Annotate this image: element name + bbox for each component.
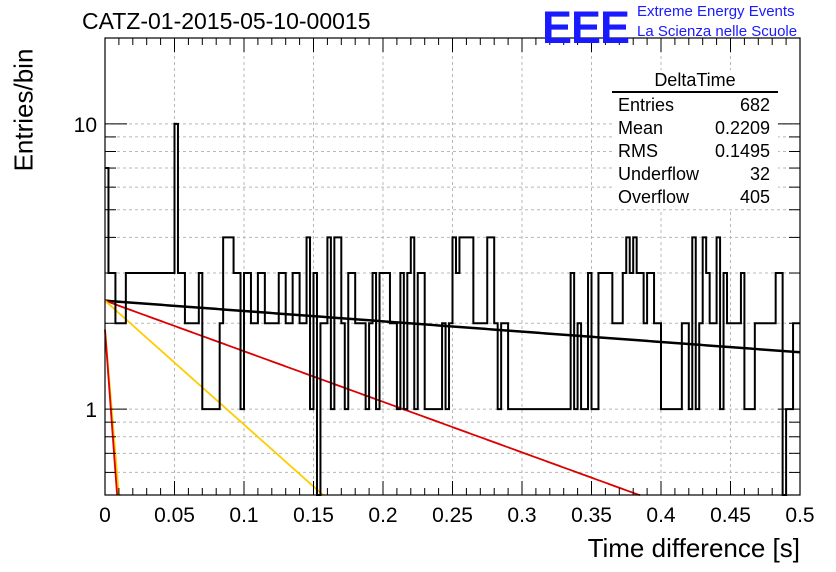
- x-tick-label: 0.2: [368, 504, 397, 527]
- x-tick-label: 0: [99, 504, 111, 527]
- stats-value: 32: [749, 164, 770, 184]
- stats-row-mean: Mean 0.2209: [612, 117, 778, 140]
- x-tick-label: 0.05: [154, 504, 195, 527]
- fit-curve: [104, 299, 801, 354]
- y-tick-label: 10: [74, 114, 97, 137]
- stats-value: 682: [739, 95, 770, 115]
- stats-value: 0.2209: [714, 118, 770, 138]
- stats-label: Overflow: [618, 187, 690, 207]
- logo-line-1: Extreme Energy Events: [637, 3, 795, 20]
- stats-label: Mean: [618, 118, 664, 138]
- x-tick-label: 0.3: [507, 504, 536, 527]
- eee-logo: EEE: [542, 2, 630, 53]
- y-tick-label: 1: [85, 399, 97, 422]
- fit-curve: [104, 299, 641, 496]
- stats-value: 405: [739, 187, 770, 207]
- x-tick-label: 0.25: [432, 504, 473, 527]
- stats-label: Underflow: [618, 164, 700, 184]
- logo-line-2: La Scienza nelle Scuole: [637, 23, 798, 40]
- x-axis-label: Time difference [s]: [587, 533, 800, 563]
- stats-value: 0.1495: [714, 141, 770, 161]
- fit-curve: [104, 329, 119, 496]
- chart-title: CATZ-01-2015-05-10-00015: [82, 8, 371, 34]
- x-tick-label: 0.1: [229, 504, 258, 527]
- x-tick-label: 0.4: [646, 504, 676, 527]
- stats-row-underflow: Underflow 32: [612, 163, 778, 186]
- x-tick-label: 0.5: [785, 504, 814, 527]
- x-tick-label: 0.15: [293, 504, 334, 527]
- fit-curve: [104, 299, 325, 496]
- stats-label: Entries: [618, 95, 675, 115]
- stats-label: RMS: [618, 141, 658, 161]
- stats-title: DeltaTime: [654, 70, 736, 90]
- stats-row-overflow: Overflow 405: [612, 186, 778, 209]
- histogram-line: [105, 122, 800, 496]
- x-tick-label: 0.45: [710, 504, 751, 527]
- x-tick-label: 0.35: [571, 504, 612, 527]
- stats-box: DeltaTime Entries 682 Mean 0.2209 RMS 0.…: [612, 70, 778, 209]
- y-axis-label: Entries/bin: [8, 48, 39, 172]
- stats-row-rms: RMS 0.1495: [612, 140, 778, 163]
- stats-row-entries: Entries 682: [612, 94, 778, 117]
- stats-separator: [612, 91, 778, 93]
